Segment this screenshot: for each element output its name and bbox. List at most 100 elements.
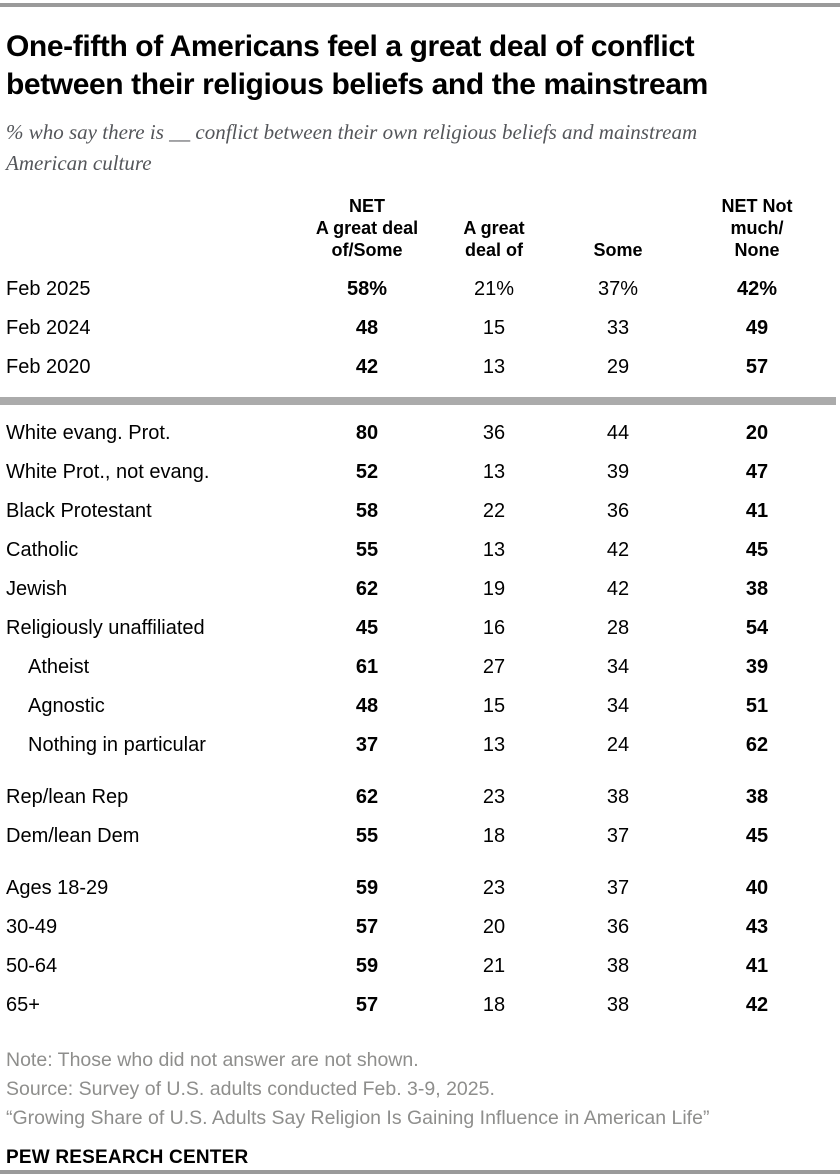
- row-label: Feb 2025: [6, 278, 91, 300]
- table-group-religion: White evang. Prot. 80 36 44 20 White Prot., n…: [6, 414, 834, 765]
- value-cell: 13: [482, 356, 506, 378]
- value-cell: 39: [745, 656, 769, 678]
- value-cell: 38: [606, 955, 630, 977]
- value-cell: 58: [355, 500, 379, 522]
- value-cell: 44: [606, 422, 630, 444]
- value-cell: 42: [745, 994, 769, 1016]
- value-cell: 36: [482, 422, 506, 444]
- value-cell: 57: [745, 356, 769, 378]
- value-cell: 27: [482, 656, 506, 678]
- value-cell: 23: [482, 786, 506, 808]
- value-cell: 55: [355, 825, 379, 847]
- row-label: Religiously unaffiliated: [6, 617, 205, 639]
- value-cell: 47: [745, 461, 769, 483]
- column-header-net-great-deal-some: NET A great deal of/Some: [315, 196, 419, 260]
- value-cell: 15: [482, 695, 506, 717]
- value-cell: 34: [606, 695, 630, 717]
- row-label: Jewish: [6, 578, 68, 600]
- value-cell: 39: [606, 461, 630, 483]
- table-row: Feb 2020 42 13 29 57: [6, 348, 834, 387]
- value-cell: 38: [606, 786, 630, 808]
- value-cell: 62: [355, 578, 379, 600]
- value-cell: 59: [355, 877, 379, 899]
- value-cell: 54: [745, 617, 769, 639]
- row-label: Atheist: [28, 656, 90, 678]
- value-cell: 51: [745, 695, 769, 717]
- row-label: Dem/lean Dem: [6, 825, 140, 847]
- value-cell: 52: [355, 461, 379, 483]
- value-cell: 41: [745, 955, 769, 977]
- value-cell: 42: [606, 578, 630, 600]
- table-row: White evang. Prot. 80 36 44 20: [6, 414, 834, 453]
- value-cell: 41: [745, 500, 769, 522]
- value-cell: 62: [745, 734, 769, 756]
- value-cell: 13: [482, 539, 506, 561]
- value-cell: 42%: [736, 278, 778, 300]
- note-text: Note: Those who did not answer are not s…: [6, 1049, 419, 1071]
- value-cell: 38: [745, 786, 769, 808]
- value-cell: 43: [745, 916, 769, 938]
- row-label: Agnostic: [28, 695, 105, 717]
- value-cell: 36: [606, 500, 630, 522]
- value-cell: 33: [606, 317, 630, 339]
- value-cell: 49: [745, 317, 769, 339]
- value-cell: 18: [482, 994, 506, 1016]
- value-cell: 40: [745, 877, 769, 899]
- table-group-party: Rep/lean Rep 62 23 38 38 Dem/lean Dem 55 18 37 45: [6, 778, 834, 856]
- chart-subtitle: % who say there is __ conflict between t…: [6, 120, 698, 175]
- table-row: Feb 2025 58% 21% 37% 42%: [6, 270, 834, 309]
- value-cell: 37: [606, 825, 630, 847]
- section-divider-bar: [0, 397, 836, 405]
- value-cell: 34: [606, 656, 630, 678]
- value-cell: 24: [606, 734, 630, 756]
- value-cell: 38: [745, 578, 769, 600]
- value-cell: 45: [745, 825, 769, 847]
- value-cell: 16: [482, 617, 506, 639]
- row-label: Feb 2020: [6, 356, 91, 378]
- table-row: 50-64 59 21 38 41: [6, 947, 834, 986]
- table-group-trend: Feb 2025 58% 21% 37% 42% Feb 2024 48 15 33 49 Feb …: [6, 270, 834, 387]
- column-header-great-deal: A great deal of: [463, 218, 525, 260]
- value-cell: 57: [355, 916, 379, 938]
- value-cell: 37: [606, 877, 630, 899]
- table-header-row: NET A great deal of/Some A great deal of…: [6, 195, 834, 270]
- pew-research-center-wordmark: PEW RESEARCH CENTER: [6, 1147, 249, 1168]
- value-cell: 42: [355, 356, 379, 378]
- table-row: Black Protestant 58 22 36 41: [6, 492, 834, 531]
- value-cell: 55: [355, 539, 379, 561]
- top-rule: [0, 3, 840, 7]
- footer-notes: Note: Those who did not answer are not s…: [6, 1046, 834, 1169]
- value-cell: 37%: [597, 278, 639, 300]
- value-cell: 37: [355, 734, 379, 756]
- table-row: Jewish 62 19 42 38: [6, 570, 834, 609]
- table-row: Agnostic 48 15 34 51: [6, 687, 834, 726]
- table-row: Religiously unaffiliated 45 16 28 54: [6, 609, 834, 648]
- row-label: Nothing in particular: [28, 734, 206, 756]
- value-cell: 45: [745, 539, 769, 561]
- value-cell: 48: [355, 695, 379, 717]
- table-row: Dem/lean Dem 55 18 37 45: [6, 817, 834, 856]
- row-label: White Prot., not evang.: [6, 461, 210, 483]
- value-cell: 48: [355, 317, 379, 339]
- value-cell: 13: [482, 734, 506, 756]
- table-row: Feb 2024 48 15 33 49: [6, 309, 834, 348]
- value-cell: 19: [482, 578, 506, 600]
- row-label: Feb 2024: [6, 317, 91, 339]
- table-row: Ages 18-29 59 23 37 40: [6, 869, 834, 908]
- row-label: 30-49: [6, 916, 58, 938]
- value-cell: 29: [606, 356, 630, 378]
- value-cell: 21%: [473, 278, 515, 300]
- table-row: 65+ 57 18 38 42: [6, 986, 834, 1025]
- report-title-text: “Growing Share of U.S. Adults Say Religi…: [6, 1107, 710, 1129]
- value-cell: 18: [482, 825, 506, 847]
- source-text: Source: Survey of U.S. adults conducted …: [6, 1078, 495, 1100]
- bottom-rule: [0, 1170, 840, 1174]
- table-row: 30-49 57 20 36 43: [6, 908, 834, 947]
- value-cell: 36: [606, 916, 630, 938]
- value-cell: 80: [355, 422, 379, 444]
- table-row: Rep/lean Rep 62 23 38 38: [6, 778, 834, 817]
- page-title: One-fifth of Americans feel a great deal…: [6, 30, 708, 101]
- value-cell: 28: [606, 617, 630, 639]
- table-row: Nothing in particular 37 13 24 62: [6, 726, 834, 765]
